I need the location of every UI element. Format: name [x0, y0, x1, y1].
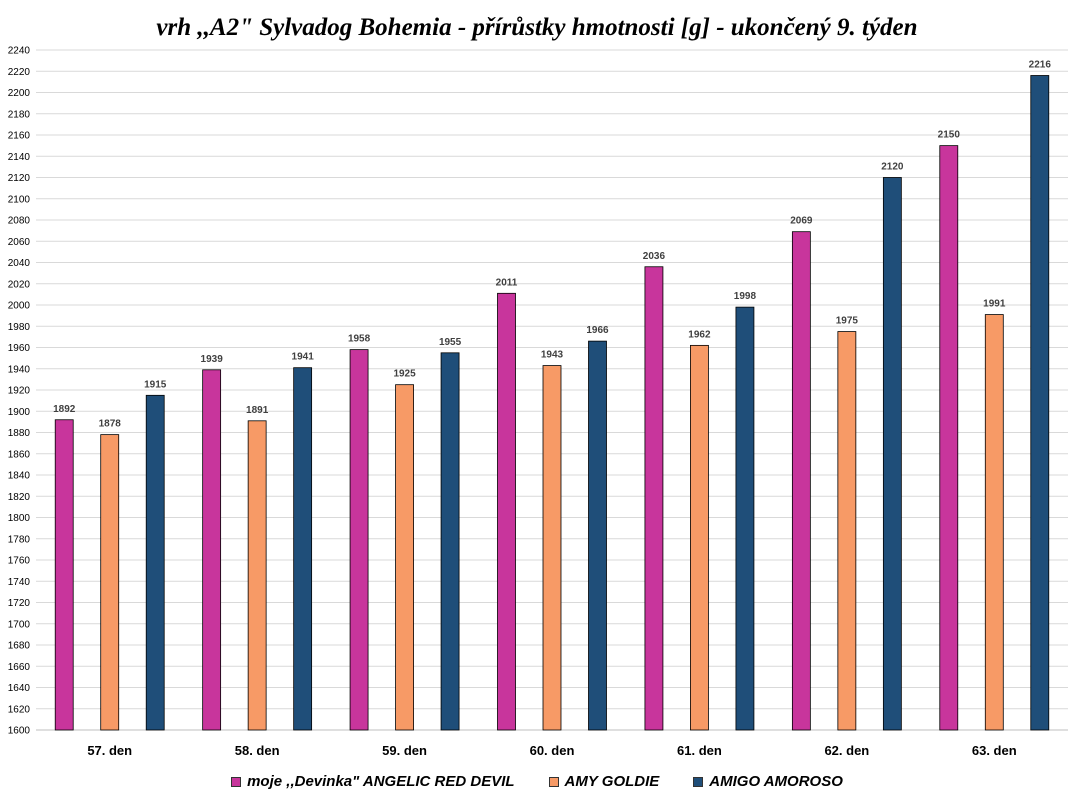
y-tick-label: 2140 — [8, 152, 31, 163]
legend-swatch-1 — [231, 776, 242, 787]
y-tick-label: 1880 — [8, 428, 31, 439]
x-tick-label: 58. den — [235, 743, 280, 758]
legend-label-2: AMY GOLDIE — [564, 773, 660, 790]
data-label: 2036 — [643, 251, 666, 262]
bar — [202, 369, 222, 731]
y-tick-label: 2060 — [8, 237, 31, 248]
y-tick-label: 1920 — [8, 386, 31, 397]
y-tick-label: 1820 — [8, 492, 31, 503]
bar — [395, 384, 414, 731]
y-tick-label: 1980 — [8, 322, 31, 333]
y-tick-label: 2120 — [8, 173, 31, 184]
y-tick-label: 2080 — [8, 216, 31, 227]
y-tick-label: 1640 — [8, 683, 31, 694]
data-label: 1998 — [734, 291, 757, 302]
data-label: 1958 — [348, 334, 371, 345]
x-tick-label: 59. den — [382, 743, 427, 758]
y-tick-label: 1780 — [8, 534, 31, 545]
x-tick-label: 61. den — [677, 743, 722, 758]
data-label: 1892 — [53, 404, 76, 415]
y-tick-label: 2020 — [8, 279, 31, 290]
x-tick-label: 62. den — [824, 743, 869, 758]
data-label: 1878 — [99, 419, 122, 430]
bar — [440, 352, 460, 731]
y-tick-label: 2160 — [8, 131, 31, 142]
data-label: 2216 — [1029, 60, 1052, 71]
bar — [54, 419, 74, 731]
bar — [735, 306, 755, 731]
y-tick-label: 1740 — [8, 577, 31, 588]
bar — [882, 177, 902, 731]
y-tick-label: 1660 — [8, 662, 31, 673]
y-tick-label: 1860 — [8, 449, 31, 460]
data-label: 1991 — [983, 299, 1006, 310]
data-label: 1925 — [393, 369, 416, 380]
y-tick-label: 2100 — [8, 194, 31, 205]
data-label: 2120 — [881, 162, 904, 173]
data-label: 1939 — [201, 354, 224, 365]
legend-label-1: moje ,,Devinka" ANGELIC RED DEVIL — [247, 773, 515, 790]
y-tick-label: 1940 — [8, 364, 31, 375]
bar — [690, 344, 709, 731]
bar — [939, 145, 959, 731]
y-tick-label: 1800 — [8, 513, 31, 524]
bar — [349, 349, 369, 731]
bar — [1030, 75, 1050, 731]
data-label: 1975 — [836, 316, 859, 327]
data-label: 1955 — [439, 337, 462, 348]
bar — [542, 365, 562, 731]
y-tick-label: 1680 — [8, 641, 31, 652]
bar — [293, 367, 313, 731]
bar — [145, 394, 165, 731]
y-tick-label: 1900 — [8, 407, 31, 418]
data-label: 1915 — [144, 379, 167, 390]
x-tick-label: 63. den — [972, 743, 1017, 758]
bar — [984, 314, 1004, 731]
data-label: 2011 — [496, 277, 518, 288]
legend-item-3: AMIGO AMOROSO — [693, 773, 843, 790]
y-tick-label: 1700 — [8, 619, 31, 630]
y-tick-label: 2040 — [8, 258, 31, 269]
bar — [100, 434, 120, 731]
y-tick-label: 1760 — [8, 556, 31, 567]
legend-item-1: moje ,,Devinka" ANGELIC RED DEVIL — [231, 773, 515, 790]
data-label: 2150 — [938, 130, 961, 141]
y-tick-label: 2000 — [8, 301, 31, 312]
data-label: 1943 — [541, 350, 564, 361]
legend: moje ,,Devinka" ANGELIC RED DEVIL AMY GO… — [0, 773, 1074, 790]
bar — [497, 292, 516, 731]
data-label: 1891 — [246, 405, 269, 416]
bar — [837, 331, 857, 731]
legend-swatch-2 — [548, 776, 559, 787]
bar — [588, 340, 607, 731]
x-tick-label: 57. den — [87, 743, 132, 758]
data-label: 1941 — [292, 352, 315, 363]
x-tick-label: 60. den — [530, 743, 575, 758]
y-tick-label: 2180 — [8, 109, 31, 120]
legend-label-3: AMIGO AMOROSO — [709, 773, 843, 790]
legend-swatch-3 — [693, 776, 704, 787]
y-tick-label: 1720 — [8, 598, 31, 609]
y-tick-label: 1600 — [8, 726, 31, 737]
data-label: 1962 — [688, 329, 711, 340]
y-tick-label: 2200 — [8, 88, 31, 99]
bar — [791, 231, 811, 731]
y-tick-label: 1960 — [8, 343, 31, 354]
bar — [644, 266, 664, 731]
data-label: 2069 — [790, 216, 813, 227]
legend-item-2: AMY GOLDIE — [548, 773, 660, 790]
data-label: 1966 — [586, 325, 609, 336]
y-tick-label: 1620 — [8, 704, 31, 715]
y-tick-label: 2240 — [8, 46, 31, 57]
chart-title: vrh ,,A2" Sylvadog Bohemia - přírůstky h… — [156, 14, 918, 41]
y-tick-label: 2220 — [8, 67, 31, 78]
bar — [247, 420, 267, 731]
y-tick-label: 1840 — [8, 471, 31, 482]
